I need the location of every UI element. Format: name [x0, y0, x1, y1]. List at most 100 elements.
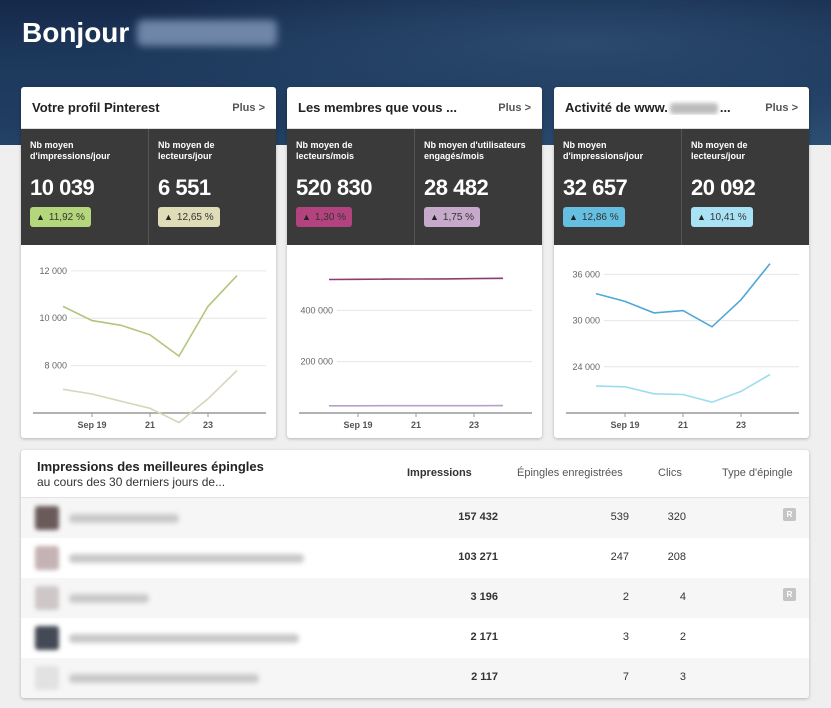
cell-saves: 247	[610, 551, 629, 563]
line-chart: 36 000 30 000 24 000 Sep 19 21 23	[566, 263, 799, 430]
stat-block: Nb moyen de lecteurs/mois 520 830 ▲ 1,30…	[287, 129, 414, 245]
card-header: Votre profil Pinterest Plus >	[21, 87, 276, 129]
change-value: 1,75 %	[442, 211, 475, 223]
up-arrow-icon: ▲	[697, 212, 706, 222]
change-badge: ▲ 10,41 %	[691, 207, 753, 227]
stats-panel: Nb moyen de lecteurs/mois 520 830 ▲ 1,30…	[287, 129, 542, 245]
pin-thumbnail[interactable]	[35, 626, 59, 650]
stat-label: Nb moyen de lecteurs/jour	[691, 140, 748, 161]
y-tick-label: 8 000	[44, 361, 67, 371]
up-arrow-icon: ▲	[430, 212, 439, 222]
y-tick-label: 400 000	[300, 305, 333, 315]
pin-description-blurred[interactable]	[69, 594, 149, 603]
table-row[interactable]: 3 196 2 4 R	[21, 578, 809, 618]
cell-clicks: 208	[667, 551, 686, 563]
user-name-blurred	[137, 20, 278, 46]
change-badge: ▲ 1,75 %	[424, 207, 481, 227]
table-row[interactable]: 157 432 539 320 R	[21, 498, 809, 538]
stat-block: Nb moyen d'utilisateurs engagés/mois 28 …	[414, 129, 542, 245]
more-link[interactable]: Plus >	[765, 101, 798, 114]
column-clicks[interactable]: Clics	[658, 467, 682, 479]
pin-description-blurred[interactable]	[69, 554, 304, 563]
cell-clicks: 3	[679, 671, 686, 683]
up-arrow-icon: ▲	[569, 212, 578, 222]
column-saves[interactable]: Épingles enregistrées	[517, 467, 623, 479]
x-tick-label: Sep 19	[343, 420, 372, 430]
greeting-text: Bonjour	[22, 17, 130, 48]
rich-pin-icon: R	[783, 588, 796, 601]
column-pin-type[interactable]: Type d'épingle	[722, 467, 793, 479]
line-chart: 400 000 200 000 Sep 19 21 23	[299, 277, 532, 430]
cell-impressions: 103 271	[458, 551, 498, 563]
stat-value: 520 830	[296, 175, 373, 200]
stat-value: 28 482	[424, 175, 489, 200]
line-chart: 12 000 10 000 8 000 Sep 19 21 23	[33, 266, 266, 430]
stat-label: Nb moyen d'impressions/jour	[30, 140, 111, 161]
top-pins-table: Impressions des meilleures épingles au c…	[21, 450, 809, 698]
change-value: 11,92 %	[48, 211, 85, 223]
table-subtitle: au cours des 30 derniers jours de...	[37, 475, 226, 489]
stats-panel: Nb moyen d'impressions/jour 32 657 ▲ 12,…	[554, 129, 809, 245]
change-value: 12,86 %	[581, 211, 619, 223]
table-title: Impressions des meilleures épingles	[37, 459, 264, 474]
table-row[interactable]: 103 271 247 208	[21, 538, 809, 578]
column-impressions[interactable]: Impressions	[407, 467, 472, 479]
card-activity: Activité de www.... Plus > Nb moyen d'im…	[554, 87, 809, 438]
change-value: 10,41 %	[709, 211, 747, 223]
stat-block: Nb moyen de lecteurs/jour 20 092 ▲ 10,41…	[681, 129, 809, 245]
stat-value: 20 092	[691, 175, 756, 200]
cell-impressions: 2 117	[471, 671, 498, 683]
cell-impressions: 3 196	[470, 591, 498, 603]
pin-thumbnail[interactable]	[35, 546, 59, 570]
y-tick-label: 30 000	[572, 316, 600, 326]
x-tick-label: 23	[203, 420, 213, 430]
pin-thumbnail[interactable]	[35, 666, 59, 690]
stat-value: 10 039	[30, 175, 95, 200]
cell-saves: 2	[622, 591, 629, 603]
card-title-prefix: Activité de www.	[565, 100, 668, 115]
stat-value: 32 657	[563, 175, 628, 200]
pin-description-blurred[interactable]	[69, 634, 299, 643]
change-badge: ▲ 12,65 %	[158, 207, 220, 227]
series-line-1	[62, 369, 238, 424]
cell-clicks: 320	[667, 511, 686, 523]
card-title: Votre profil Pinterest	[32, 100, 160, 115]
series-line-1	[595, 373, 771, 404]
x-tick-label: 23	[469, 420, 479, 430]
table-row[interactable]: 2 171 3 2	[21, 618, 809, 658]
stat-label: Nb moyen d'impressions/jour	[563, 140, 644, 161]
y-tick-label: 12 000	[39, 266, 67, 276]
pin-thumbnail[interactable]	[35, 586, 59, 610]
cell-clicks: 2	[679, 631, 686, 643]
pin-description-blurred[interactable]	[69, 514, 179, 523]
series-line-0	[62, 275, 238, 358]
y-tick-label: 36 000	[572, 269, 600, 279]
change-value: 1,30 %	[314, 211, 347, 223]
change-badge: ▲ 12,86 %	[563, 207, 625, 227]
greeting: Bonjour	[22, 17, 278, 49]
stat-label: Nb moyen de lecteurs/mois	[296, 140, 355, 161]
change-badge: ▲ 11,92 %	[30, 207, 91, 227]
y-tick-label: 200 000	[300, 357, 333, 367]
change-badge: ▲ 1,30 %	[296, 207, 353, 227]
pin-thumbnail[interactable]	[35, 506, 59, 530]
cell-impressions: 157 432	[458, 511, 498, 523]
x-tick-label: Sep 19	[610, 420, 639, 430]
more-link[interactable]: Plus >	[498, 101, 531, 114]
cell-saves: 539	[610, 511, 629, 523]
change-value: 12,65 %	[176, 211, 214, 223]
y-tick-label: 24 000	[572, 362, 600, 372]
cell-saves: 7	[622, 671, 629, 683]
stat-label: Nb moyen de lecteurs/jour	[158, 140, 215, 161]
series-line-0	[595, 263, 771, 328]
stat-block: Nb moyen d'impressions/jour 32 657 ▲ 12,…	[554, 129, 681, 245]
series-line-0	[328, 277, 504, 281]
card-profile: Votre profil Pinterest Plus > Nb moyen d…	[21, 87, 276, 438]
table-row[interactable]: 2 117 7 3	[21, 658, 809, 698]
card-header: Les membres que vous ... Plus >	[287, 87, 542, 129]
card-header: Activité de www.... Plus >	[554, 87, 809, 129]
more-link[interactable]: Plus >	[232, 101, 265, 114]
pin-description-blurred[interactable]	[69, 674, 259, 683]
stat-label: Nb moyen d'utilisateurs engagés/mois	[424, 140, 526, 161]
stat-block: Nb moyen d'impressions/jour 10 039 ▲ 11,…	[21, 129, 148, 245]
